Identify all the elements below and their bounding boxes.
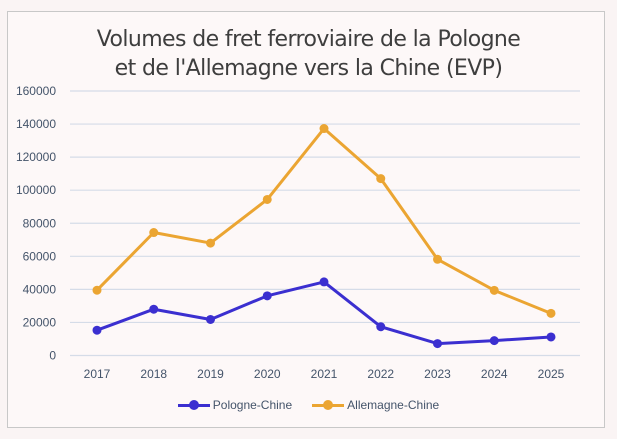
chart-title-line-2: et de l'Allemagne vers la Chine (EVP): [114, 56, 503, 81]
legend: Pologne-Chine Allemagne-Chine: [0, 398, 617, 412]
data-point[interactable]: [319, 277, 329, 287]
y-axis-ticks: 0 20000 40000 60000 80000 100000 120000 140000 1…: [16, 84, 56, 363]
y-tick-label: 120000: [16, 150, 56, 164]
y-tick-label: 40000: [23, 282, 57, 296]
x-axis-ticks: 2017 2018 2019 2020 2021 2022 2023 2024 2025: [84, 367, 565, 381]
x-tick-label: 2022: [367, 367, 394, 381]
x-tick-label: 2023: [424, 367, 451, 381]
y-tick-label: 80000: [23, 216, 57, 230]
data-point[interactable]: [206, 314, 215, 324]
legend-item-allemagne[interactable]: Allemagne-Chine: [312, 398, 439, 412]
legend-item-pologne[interactable]: Pologne-Chine: [177, 398, 293, 412]
data-point[interactable]: [489, 336, 499, 346]
legend-label: Pologne-Chine: [212, 398, 293, 412]
x-tick-label: 2021: [311, 367, 338, 381]
legend-dot: [188, 400, 199, 410]
legend-marker-icon: [312, 400, 345, 410]
legend-marker-icon: [177, 400, 210, 410]
data-point[interactable]: [149, 228, 159, 238]
x-tick-label: 2020: [254, 367, 281, 381]
y-tick-label: 100000: [16, 183, 56, 197]
chart-title: Volumes de fret ferroviaire de la Pologn…: [0, 25, 617, 83]
data-point[interactable]: [489, 285, 499, 295]
data-point[interactable]: [376, 322, 386, 332]
legend-label: Allemagne-Chine: [347, 398, 440, 412]
data-point[interactable]: [319, 124, 329, 134]
chart-frame: [7, 11, 605, 428]
chart-title-line-1: Volumes de fret ferroviaire de la Pologn…: [96, 27, 521, 52]
x-tick-label: 2017: [84, 367, 111, 381]
y-tick-label: 160000: [16, 84, 56, 98]
data-point[interactable]: [376, 174, 386, 184]
data-point[interactable]: [433, 339, 442, 349]
data-point[interactable]: [92, 285, 102, 295]
data-point[interactable]: [262, 291, 272, 301]
data-point[interactable]: [433, 254, 442, 264]
data-point[interactable]: [92, 325, 102, 335]
x-tick-label: 2024: [481, 367, 508, 381]
legend-dot: [323, 400, 334, 410]
y-tick-label: 0: [49, 349, 56, 363]
series-line: [96, 280, 552, 346]
y-tick-label: 140000: [16, 117, 56, 131]
data-point[interactable]: [546, 308, 556, 318]
data-point[interactable]: [149, 304, 159, 314]
x-tick-label: 2018: [140, 367, 167, 381]
data-series: [92, 124, 556, 349]
x-tick-label: 2025: [538, 367, 565, 381]
data-point[interactable]: [546, 332, 556, 342]
y-tick-label: 20000: [23, 315, 57, 329]
x-tick-label: 2019: [197, 367, 224, 381]
data-point[interactable]: [206, 238, 215, 248]
y-tick-label: 60000: [23, 249, 57, 263]
data-point[interactable]: [262, 194, 272, 204]
